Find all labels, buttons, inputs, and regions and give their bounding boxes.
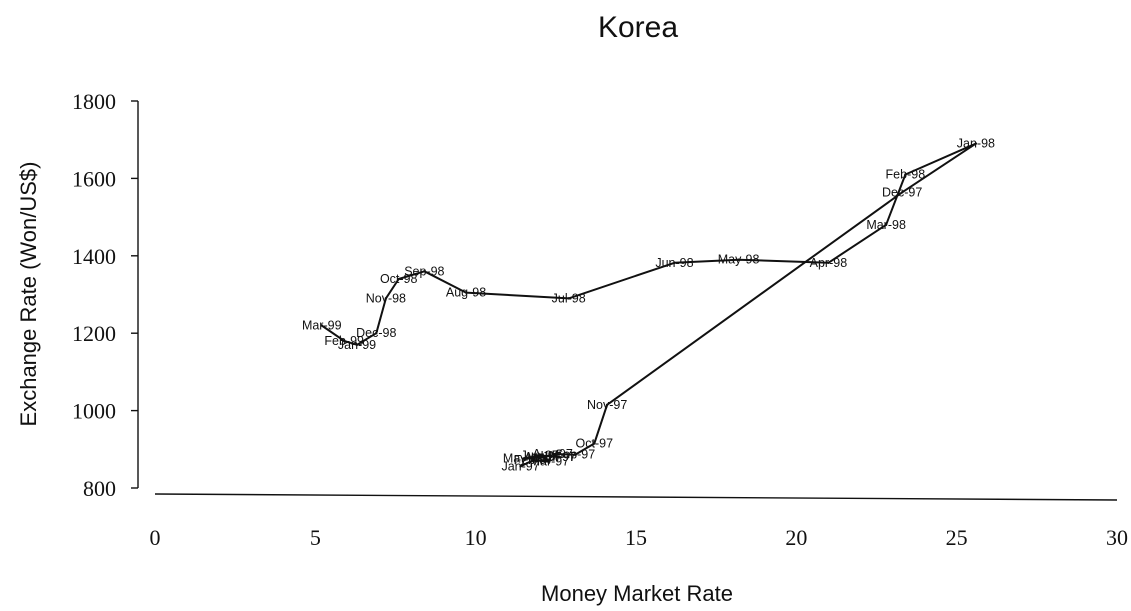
point-label: Nov-97	[587, 398, 627, 412]
plot-area: Jan-97Feb-97Mar-97Apr-97May-97Jun-97Jul-…	[302, 137, 995, 474]
x-axis-label: Money Market Rate	[541, 581, 733, 606]
data-point	[522, 457, 525, 460]
y-tick-label: 1200	[72, 321, 116, 346]
point-label: Aug-97	[532, 447, 572, 461]
point-label: Sep-98	[404, 264, 444, 278]
point-label: Feb-98	[886, 168, 926, 182]
x-tick-label: 5	[310, 525, 321, 550]
point-label: Oct-98	[380, 272, 418, 286]
data-point	[557, 455, 561, 459]
point-label: Sep-97	[555, 448, 595, 462]
point-label: Nov-98	[366, 291, 406, 305]
y-tick-label: 1400	[72, 244, 116, 269]
y-tick-label: 1800	[72, 89, 116, 114]
point-label: Jul-97	[542, 450, 576, 464]
point-label: Mar-98	[866, 218, 906, 232]
x-tick-label: 15	[625, 525, 647, 550]
data-point	[355, 343, 359, 347]
data-point	[342, 339, 346, 343]
x-tick-label: 30	[1106, 525, 1128, 550]
series-line	[321, 142, 977, 468]
x-tick-label: 10	[465, 525, 487, 550]
data-point	[464, 291, 468, 294]
data-point	[538, 454, 541, 457]
point-label: Dec-98	[356, 326, 396, 340]
y-axis-ticks: 800 1000 1200 1400 1600 1800	[72, 89, 138, 501]
y-tick-label: 800	[83, 476, 116, 501]
data-point	[593, 442, 596, 445]
data-point	[541, 455, 545, 459]
data-point	[904, 173, 907, 176]
data-point	[673, 261, 676, 264]
x-tick-label: 0	[150, 525, 161, 550]
data-point	[397, 277, 400, 281]
point-label: Jun-98	[655, 256, 693, 270]
data-point	[827, 261, 830, 264]
point-label: Apr-98	[810, 256, 848, 270]
data-point	[519, 465, 522, 468]
data-point	[605, 403, 609, 406]
data-point	[900, 191, 904, 194]
point-label: Jan-97	[501, 459, 539, 473]
point-label: Dec-97	[882, 185, 922, 199]
data-point	[423, 270, 426, 273]
x-tick-label: 20	[785, 525, 807, 550]
data-point	[548, 460, 551, 463]
point-label: Aug-98	[446, 286, 486, 300]
y-tick-label: 1600	[72, 166, 116, 191]
y-tick-label: 1000	[72, 399, 116, 424]
point-label: Jan-98	[957, 137, 995, 151]
data-point	[320, 324, 323, 327]
data-point	[567, 297, 570, 300]
x-axis-ticks: 0 5 10 15 20 25 30	[150, 525, 1129, 550]
data-point	[532, 458, 535, 462]
data-point	[375, 332, 378, 335]
point-label: Jul-98	[552, 291, 586, 305]
x-tick-label: 25	[946, 525, 968, 550]
point-label: Jan-99	[338, 338, 376, 352]
data-point	[384, 297, 388, 300]
point-label: Jun-97	[521, 448, 559, 462]
data-point	[974, 142, 978, 145]
data-point	[573, 453, 577, 456]
data-point	[737, 258, 740, 261]
data-point	[551, 452, 554, 456]
point-label: May-98	[718, 253, 760, 267]
chart-title: Korea	[598, 11, 678, 44]
data-point	[884, 223, 888, 227]
point-label: Feb-99	[324, 334, 364, 348]
point-label: May-97	[503, 452, 545, 466]
y-axis-label: Exchange Rate (Won/US$)	[16, 162, 41, 427]
point-label: Mar-99	[302, 318, 342, 332]
point-label: Oct-97	[576, 436, 614, 450]
x-axis-line	[154, 493, 1118, 501]
